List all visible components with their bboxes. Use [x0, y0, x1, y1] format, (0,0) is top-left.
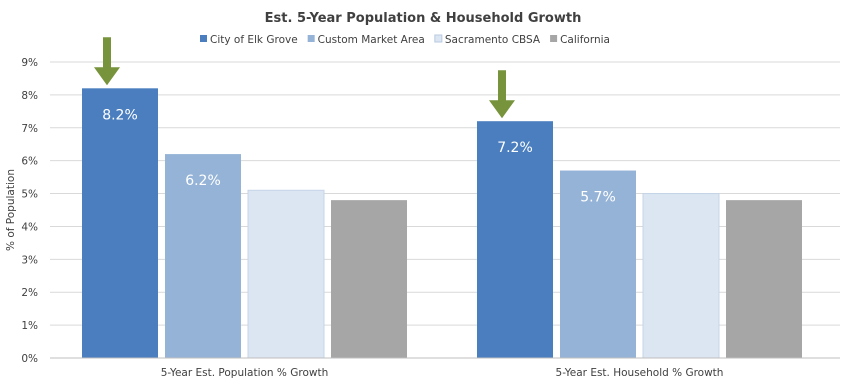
legend-label: City of Elk Grove	[210, 34, 298, 46]
chart-title: Est. 5-Year Population & Household Growt…	[265, 11, 582, 26]
legend-swatch	[434, 34, 443, 43]
bar	[560, 170, 636, 358]
y-tick-label: 5%	[21, 189, 38, 201]
y-tick-label: 3%	[21, 254, 38, 266]
bar	[331, 200, 407, 358]
bar	[247, 189, 325, 359]
y-axis-label: % of Population	[5, 169, 17, 251]
legend-swatch	[307, 35, 315, 42]
bar	[477, 121, 553, 358]
bars	[82, 88, 802, 359]
highlight-arrow	[94, 37, 120, 86]
highlight-arrow	[489, 70, 515, 119]
bar	[82, 88, 158, 359]
bar	[726, 200, 802, 358]
y-axis-ticks: 0% 1% 2% 3% 4% 5% 6% 7% 8% 9%	[21, 57, 38, 365]
legend: City of Elk Grove Custom Market Area Sacra…	[200, 34, 610, 46]
legend-label: California	[560, 34, 610, 46]
legend-label: Custom Market Area	[318, 34, 425, 46]
category-label: 5-Year Est. Population % Growth	[161, 367, 329, 379]
category-labels: 5-Year Est. Population % Growth 5-Year Es…	[161, 367, 724, 379]
highlight-arrows	[94, 37, 515, 119]
data-labels: 8.2% 6.2% 7.2% 5.7%	[102, 107, 616, 205]
category-label: 5-Year Est. Household % Growth	[556, 367, 724, 379]
y-tick-label: 0%	[21, 353, 38, 365]
legend-swatch	[550, 35, 558, 42]
bar	[165, 154, 241, 358]
data-label: 6.2%	[185, 173, 221, 189]
data-label: 8.2%	[102, 107, 138, 123]
data-label: 5.7%	[580, 190, 616, 206]
legend-label: Sacramento CBSA	[445, 34, 541, 46]
y-tick-label: 7%	[21, 123, 38, 135]
y-tick-label: 9%	[21, 57, 38, 69]
legend-swatch	[200, 35, 207, 42]
data-label: 7.2%	[497, 140, 533, 156]
y-tick-label: 2%	[21, 287, 38, 299]
y-tick-label: 4%	[21, 221, 38, 233]
y-tick-label: 6%	[21, 156, 38, 168]
y-tick-label: 8%	[21, 90, 38, 102]
y-tick-label: 1%	[21, 320, 38, 332]
bar	[642, 193, 720, 359]
